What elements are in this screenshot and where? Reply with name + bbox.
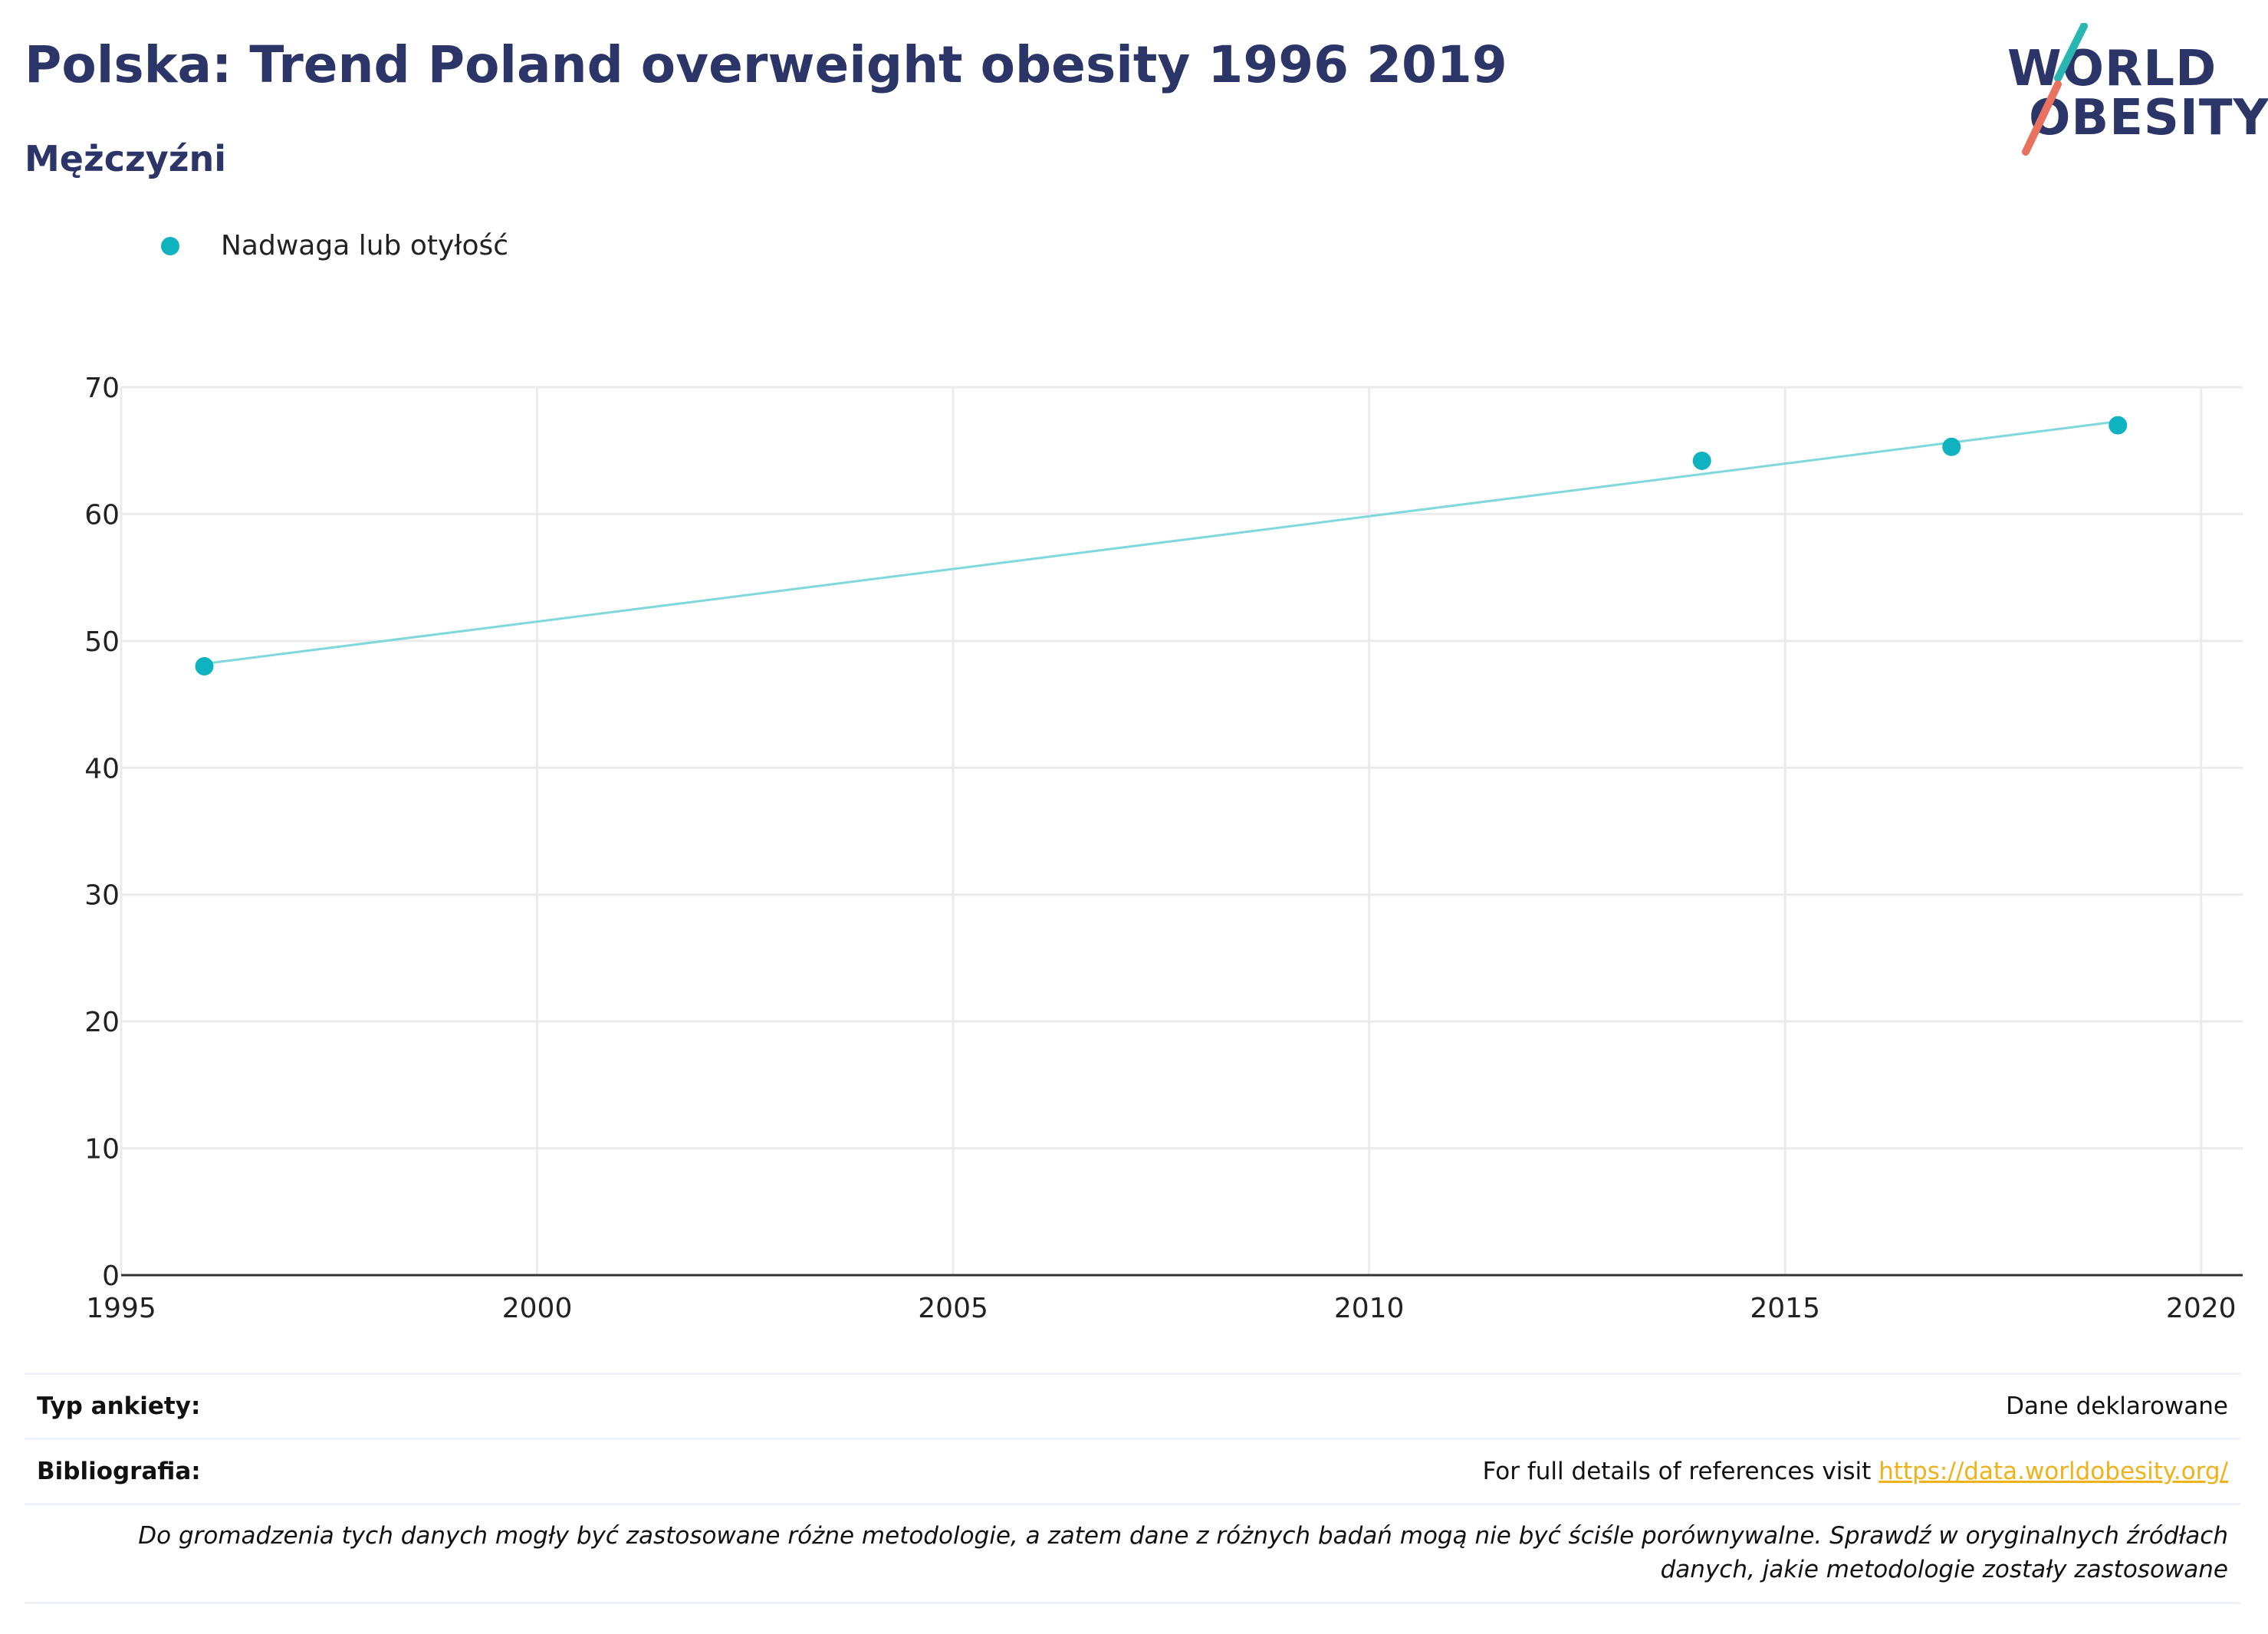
x-tick-label: 2020 bbox=[2166, 1293, 2237, 1324]
x-tick-label: 1995 bbox=[86, 1293, 156, 1324]
bibliography-text: For full details of references visit bbox=[1482, 1458, 1879, 1485]
data-point bbox=[2109, 416, 2128, 435]
y-tick-label: 50 bbox=[84, 626, 120, 658]
chart-subtitle: Mężczyźni bbox=[25, 138, 227, 179]
legend-label: Nadwaga lub otyłość bbox=[221, 230, 509, 261]
survey-type-value: Dane deklarowane bbox=[2006, 1392, 2228, 1420]
data-point bbox=[195, 656, 214, 676]
data-point bbox=[1692, 451, 1711, 470]
survey-type-row: Typ ankiety: Dane deklarowane bbox=[25, 1373, 2240, 1438]
y-tick-label: 20 bbox=[84, 1007, 120, 1038]
bibliography-label: Bibliografia: bbox=[37, 1458, 201, 1485]
y-tick-label: 60 bbox=[84, 499, 120, 531]
y-tick-label: 30 bbox=[84, 880, 120, 912]
logo-line-world: WORLD bbox=[2007, 41, 2217, 97]
x-tick-label: 2010 bbox=[1334, 1293, 1405, 1324]
y-tick-label: 70 bbox=[84, 373, 120, 404]
legend-marker bbox=[161, 236, 179, 255]
logo-slash-icon bbox=[2022, 23, 2088, 156]
chart-title: Polska: Trend Poland overweight obesity … bbox=[25, 35, 1507, 94]
methodology-note: Do gromadzenia tych danych mogły być zas… bbox=[25, 1503, 2240, 1604]
x-tick-label: 2000 bbox=[502, 1293, 573, 1324]
info-table: Typ ankiety: Dane deklarowane Bibliograf… bbox=[25, 1373, 2240, 1604]
data-point bbox=[1942, 437, 1961, 456]
x-tick-label: 2005 bbox=[918, 1293, 988, 1324]
bibliography-row: Bibliografia: For full details of refere… bbox=[25, 1438, 2240, 1503]
bibliography-link[interactable]: https://data.worldobesity.org/ bbox=[1878, 1458, 2228, 1485]
bibliography-value: For full details of references visit htt… bbox=[1483, 1458, 2228, 1485]
x-tick-label: 2015 bbox=[1750, 1293, 1820, 1324]
y-tick-label: 0 bbox=[102, 1261, 120, 1292]
world-obesity-logo: WORLD OBESITY bbox=[1994, 23, 2268, 161]
scatter-chart: 0 10 20 30 40 50 60 70 1995 2000 2005 2010 2015 2020 bbox=[84, 373, 2243, 1324]
survey-type-label: Typ ankiety: bbox=[37, 1392, 201, 1420]
trend-line bbox=[204, 420, 2118, 666]
y-tick-label: 10 bbox=[84, 1134, 120, 1165]
chart-legend: Nadwaga lub otyłość bbox=[161, 230, 508, 261]
y-tick-label: 40 bbox=[84, 753, 120, 784]
logo-line-obesity: OBESITY bbox=[2029, 90, 2268, 146]
